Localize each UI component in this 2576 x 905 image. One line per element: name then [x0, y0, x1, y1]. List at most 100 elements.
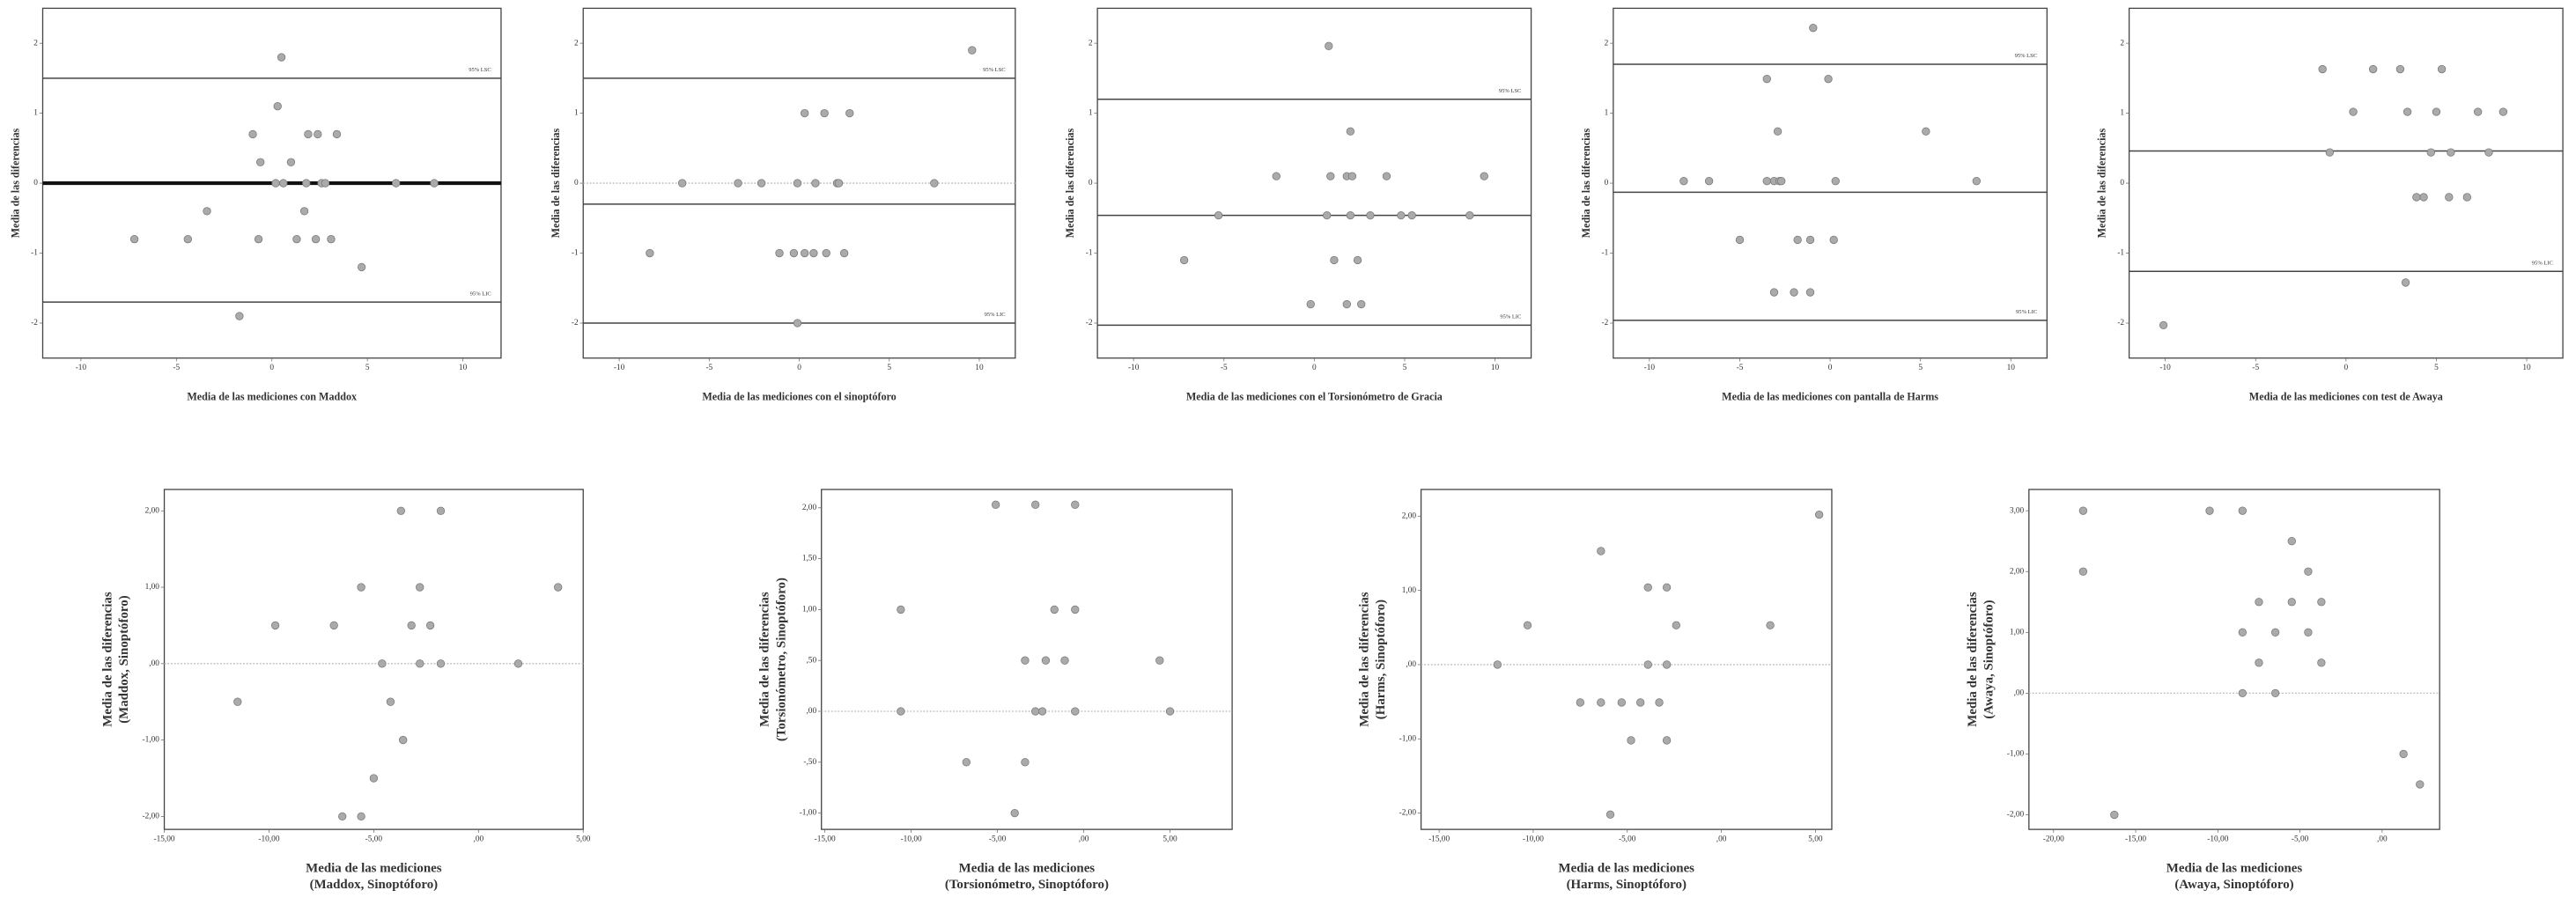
- data-point: [1346, 210, 1355, 220]
- data-point: [2078, 506, 2088, 515]
- data-point: [386, 697, 395, 706]
- y-tick-label: ,00: [806, 707, 816, 716]
- x-axis-title: (Maddox, Sinoptóforo): [310, 878, 439, 892]
- data-point: [430, 179, 439, 188]
- data-point: [1766, 621, 1775, 629]
- data-point: [2304, 628, 2313, 636]
- data-point: [2462, 193, 2471, 202]
- data-point: [1465, 210, 1474, 220]
- data-point: [1735, 235, 1745, 245]
- data-point: [1643, 660, 1652, 669]
- plot-frame: [1613, 7, 2048, 359]
- data-point: [834, 179, 844, 188]
- y-tick-label: -1: [1601, 249, 1608, 258]
- y-axis-title: Media de las diferencias: [2096, 129, 2108, 239]
- data-point: [820, 108, 829, 118]
- reference-label: 95% LIC: [2016, 309, 2037, 315]
- data-point: [416, 659, 424, 668]
- x-tick-label: -15,00: [154, 835, 175, 843]
- data-point: [1824, 74, 1833, 84]
- x-axis-title: (Harms, Sinoptóforo): [1567, 878, 1687, 892]
- data-point: [357, 583, 365, 592]
- reference-label: 95% LSC: [1499, 88, 1522, 94]
- y-axis-title: Media de las diferencias: [550, 129, 562, 239]
- data-point: [286, 158, 296, 166]
- data-point: [1155, 656, 1164, 665]
- y-axis-title: Media de las diferencias: [758, 592, 772, 727]
- x-tick-label: 5: [365, 364, 370, 372]
- data-point: [968, 46, 977, 55]
- data-point: [1662, 660, 1672, 669]
- y-tick-label: -2: [2117, 319, 2124, 327]
- y-tick-label: 0: [1089, 179, 1093, 188]
- x-axis-title: Media de las mediciones con el sinoptófo…: [702, 390, 896, 402]
- data-point: [1357, 299, 1366, 309]
- data-point: [1021, 758, 1030, 767]
- data-point: [273, 101, 282, 111]
- plot-frame: [163, 489, 584, 830]
- y-tick-label: -1,00: [1399, 734, 1417, 743]
- x-tick-label: -10: [1644, 364, 1656, 372]
- y-tick-label: ,50: [806, 656, 816, 665]
- y-tick-label: -1,00: [800, 809, 817, 818]
- y-tick-label: -,50: [803, 758, 816, 767]
- y-tick-label: ,00: [1406, 660, 1416, 669]
- y-tick-label: 0: [574, 179, 579, 188]
- data-point: [1662, 736, 1672, 745]
- data-point: [1762, 177, 1771, 186]
- x-tick-label: -10,00: [1523, 835, 1544, 843]
- data-point: [1330, 255, 1339, 265]
- data-point: [292, 234, 301, 244]
- data-point: [1010, 808, 1019, 818]
- y-tick-label: 1,00: [2010, 628, 2025, 636]
- data-point: [183, 234, 192, 244]
- plot-frame: [1420, 489, 1833, 830]
- data-point: [1326, 172, 1335, 180]
- data-point: [357, 812, 365, 821]
- data-point: [392, 179, 401, 188]
- data-point: [2304, 567, 2313, 576]
- reference-label: 95% LSC: [983, 67, 1006, 73]
- data-point: [2419, 193, 2428, 202]
- data-point: [991, 500, 1000, 509]
- scatter-chart: -20,00 -15,00 -10,00 -5,00 ,00 -2,00 -1,00 ,00 1…: [1966, 489, 2440, 892]
- x-tick-label: ,00: [1079, 835, 1089, 843]
- data-point: [321, 179, 330, 188]
- data-point: [1323, 210, 1332, 220]
- data-point: [1790, 288, 1798, 297]
- data-point: [1306, 299, 1315, 309]
- x-tick-label: -5,00: [1619, 835, 1636, 843]
- x-tick-label: 0: [2344, 364, 2349, 372]
- data-point: [416, 583, 424, 592]
- data-point: [2159, 320, 2168, 330]
- x-tick-label: 5: [2434, 364, 2439, 372]
- data-point: [378, 659, 387, 668]
- y-tick-label: -1: [1086, 249, 1093, 258]
- data-point: [734, 179, 742, 188]
- y-tick-label: 2: [1089, 39, 1093, 48]
- y-axis-title: Media de las diferencias: [1064, 129, 1076, 239]
- y-tick-label: 1,00: [145, 583, 160, 592]
- data-point: [2447, 148, 2455, 157]
- data-point: [2325, 148, 2335, 157]
- y-axis-title: Media de las diferencias: [1358, 592, 1372, 727]
- data-point: [1214, 210, 1223, 220]
- x-tick-label: 10: [459, 364, 468, 372]
- data-point: [299, 207, 309, 216]
- data-point: [2287, 537, 2296, 546]
- data-point: [2401, 278, 2410, 287]
- y-tick-label: -1: [2117, 249, 2124, 258]
- scatter-chart: -15,00 -10,00 -5,00 ,00 5,00 -2,00 -1,00 ,00 1,0…: [101, 489, 591, 892]
- x-tick-label: -5: [173, 364, 180, 372]
- data-point: [2238, 506, 2247, 515]
- data-point: [2445, 193, 2454, 202]
- y-tick-label: 2,00: [1402, 511, 1417, 520]
- y-tick-label: 2,00: [145, 506, 160, 515]
- data-point: [1605, 810, 1615, 819]
- plot-frame: [1096, 7, 1532, 359]
- x-tick-label: ,00: [2377, 835, 2388, 843]
- y-tick-label: -2: [572, 319, 579, 327]
- data-point: [1627, 736, 1635, 745]
